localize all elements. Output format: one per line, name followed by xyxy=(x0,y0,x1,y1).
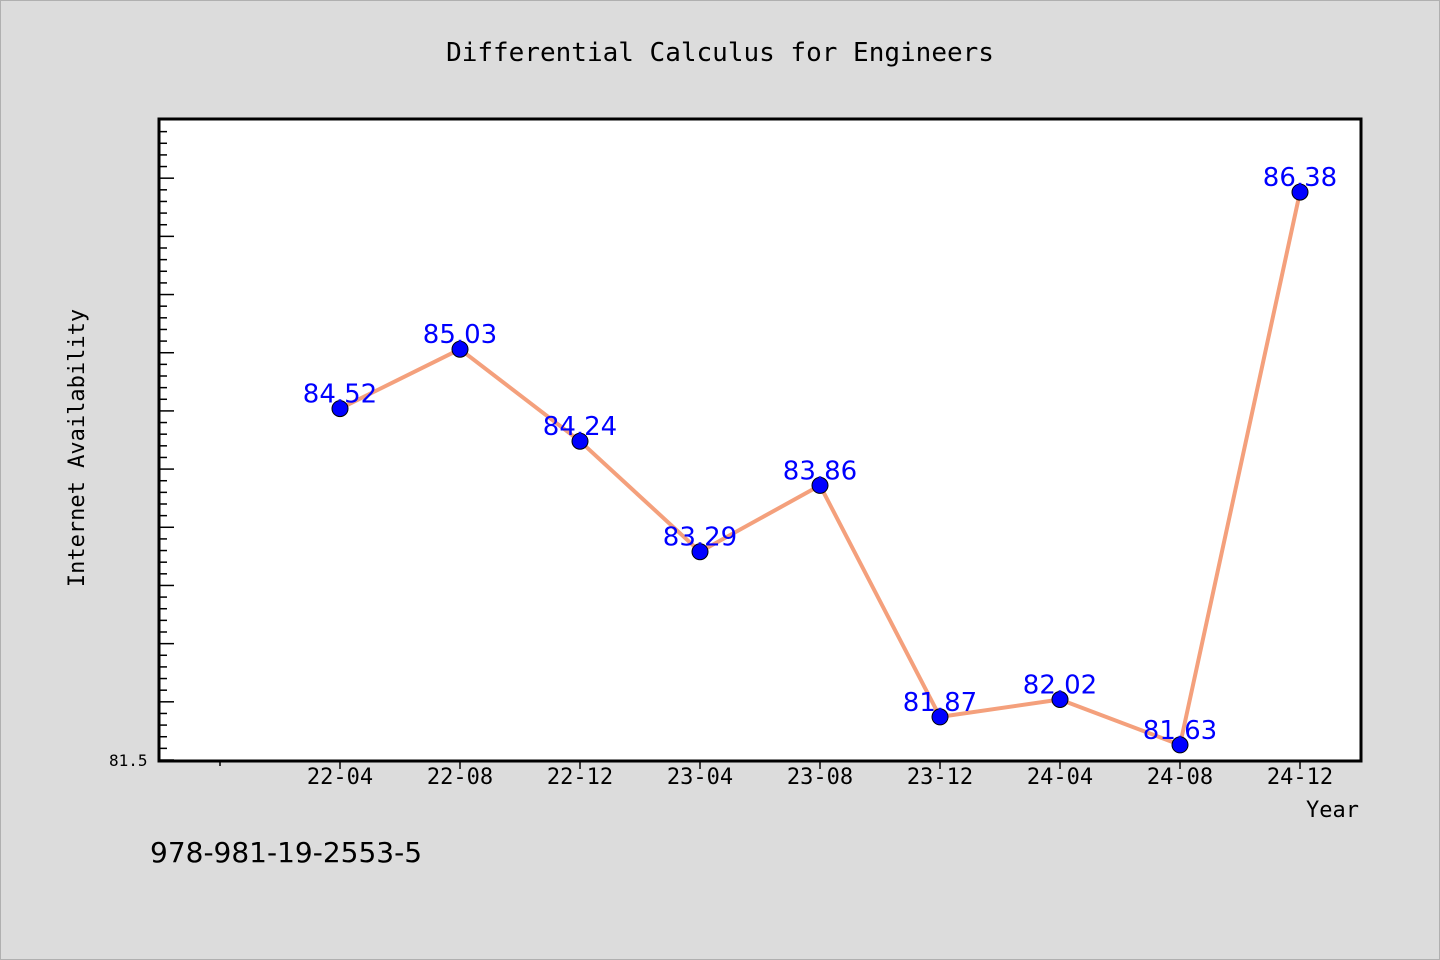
footer-isbn: 978-981-19-2553-5 xyxy=(150,836,422,869)
chart-title: Differential Calculus for Engineers xyxy=(446,38,994,68)
x-tick-label: 23-04 xyxy=(667,765,733,790)
data-point xyxy=(451,340,469,358)
x-tick-label: 22-04 xyxy=(307,765,373,790)
data-label: 82.02 xyxy=(1023,671,1097,701)
data-label: 86.38 xyxy=(1263,163,1337,193)
data-point xyxy=(811,476,829,494)
data-point xyxy=(691,543,709,561)
data-label: 85.03 xyxy=(423,320,497,350)
data-labels: 84.52 85.03 84.24 83.29 83.86 81.87 82.02 81.63… xyxy=(303,163,1337,746)
data-label: 83.86 xyxy=(783,456,857,486)
x-axis-ticks xyxy=(219,760,1301,769)
data-markers xyxy=(331,183,1309,754)
x-axis-label: Year xyxy=(1306,798,1359,823)
y-axis-label: Internet Availability xyxy=(65,309,90,587)
x-tick-label: 24-04 xyxy=(1027,765,1093,790)
data-point xyxy=(1051,691,1069,708)
data-label: 83.29 xyxy=(663,523,737,553)
data-point xyxy=(331,400,349,418)
data-label: 81.87 xyxy=(903,688,977,718)
y-axis-ticks xyxy=(160,130,174,761)
data-label: 84.52 xyxy=(303,380,377,410)
data-point xyxy=(1291,183,1309,201)
x-tick-label: 23-08 xyxy=(787,765,853,790)
data-point xyxy=(1171,736,1189,754)
data-label: 84.24 xyxy=(543,412,617,442)
x-tick-label: 24-08 xyxy=(1147,765,1213,790)
data-label: 81.63 xyxy=(1143,716,1217,746)
x-tick-label: 22-08 xyxy=(427,765,493,790)
data-point xyxy=(931,708,949,726)
x-tick-label: 23-12 xyxy=(907,765,973,790)
plot-area xyxy=(157,117,1363,763)
x-tick-label: 24-12 xyxy=(1267,765,1333,790)
data-point xyxy=(571,432,589,450)
x-tick-label: 22-12 xyxy=(547,765,613,790)
x-tick-labels: 22-04 22-08 22-12 23-04 23-08 23-12 24-04 24-08… xyxy=(307,765,1333,790)
y-tick-label: 81.5 xyxy=(109,751,148,770)
